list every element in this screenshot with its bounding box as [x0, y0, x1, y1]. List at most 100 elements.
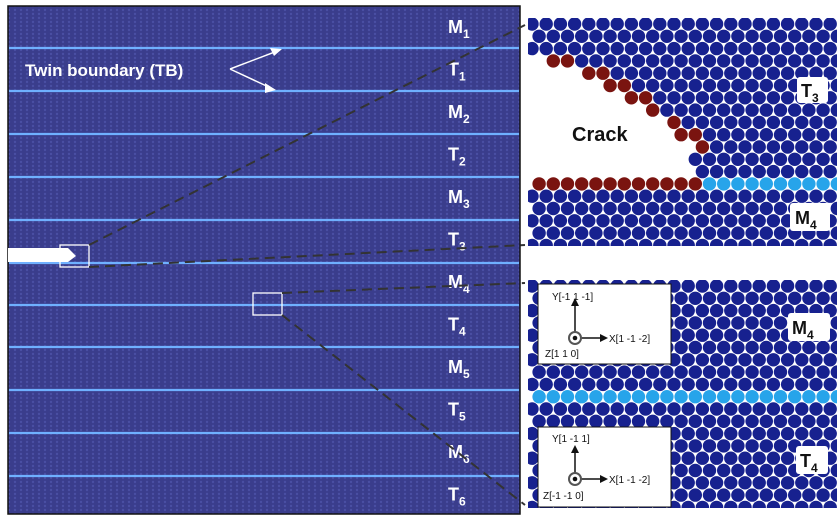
atom	[795, 476, 809, 490]
atom	[631, 390, 646, 404]
atom	[638, 41, 653, 56]
atom	[752, 402, 766, 416]
atom	[766, 115, 781, 130]
atom	[646, 103, 660, 117]
atom	[617, 365, 631, 379]
atom	[788, 177, 802, 191]
atom	[731, 177, 745, 191]
atom	[528, 500, 539, 508]
atom	[695, 238, 710, 246]
atom	[695, 476, 710, 490]
atom	[731, 226, 745, 240]
atom	[809, 66, 823, 80]
atom	[638, 18, 653, 31]
atom	[546, 390, 560, 404]
atom	[759, 103, 773, 117]
atom	[731, 201, 745, 216]
atom	[738, 353, 752, 367]
atom	[795, 164, 809, 179]
atom	[660, 103, 674, 117]
atom	[638, 238, 653, 246]
atom	[653, 18, 667, 31]
atom	[702, 54, 717, 68]
atom	[745, 78, 759, 93]
atom	[830, 29, 837, 43]
layer-label: M3	[448, 187, 470, 211]
atom	[780, 377, 795, 392]
atom	[681, 426, 695, 441]
atom	[702, 29, 717, 43]
atom	[773, 201, 788, 216]
atom	[560, 201, 575, 216]
atom	[688, 103, 702, 117]
atom	[702, 439, 717, 453]
atom	[603, 54, 617, 68]
atom	[610, 66, 624, 80]
atom	[638, 189, 653, 203]
atom	[717, 439, 731, 453]
atom	[780, 500, 795, 508]
atom	[795, 41, 809, 56]
twin-boundary-annotation: Twin boundary (TB)	[25, 61, 183, 80]
atom	[745, 128, 759, 142]
atom	[653, 214, 667, 228]
atom	[709, 91, 724, 105]
atom	[589, 226, 603, 240]
atom	[780, 41, 795, 56]
atom	[681, 303, 695, 318]
atom	[766, 328, 781, 342]
atom	[617, 201, 631, 216]
atom	[674, 340, 688, 355]
atom	[589, 365, 603, 379]
atom	[567, 18, 582, 31]
atom	[809, 18, 823, 31]
atom	[766, 280, 781, 293]
atom	[624, 214, 639, 228]
atom	[582, 377, 596, 392]
atom	[738, 426, 752, 441]
atom	[830, 128, 837, 142]
atom	[695, 303, 710, 318]
atom	[780, 66, 795, 80]
layer-label: M1	[448, 17, 470, 41]
atom	[766, 189, 781, 203]
atom	[795, 353, 809, 367]
atom	[546, 201, 560, 216]
atom	[695, 189, 710, 203]
inset-label-T4: T4	[800, 451, 818, 475]
atom	[809, 500, 823, 508]
atom	[709, 500, 724, 508]
atom	[823, 189, 837, 203]
atom	[631, 29, 646, 43]
atom	[539, 377, 553, 392]
atom	[702, 152, 717, 166]
atom	[617, 226, 631, 240]
atom	[567, 238, 582, 246]
atom	[553, 189, 568, 203]
atom	[674, 439, 688, 453]
atom	[745, 291, 759, 305]
atom	[766, 377, 781, 392]
atom	[724, 18, 738, 31]
atom	[731, 390, 745, 404]
atom	[795, 115, 809, 130]
atom	[660, 54, 674, 68]
atom	[709, 214, 724, 228]
atom	[660, 365, 674, 379]
atom	[695, 328, 710, 342]
atom	[724, 91, 738, 105]
atom	[638, 377, 653, 392]
atom	[695, 66, 710, 80]
atom	[816, 128, 830, 142]
layer-label: T5	[448, 400, 466, 424]
inset-label-M4: M4	[795, 208, 817, 232]
atom	[532, 226, 546, 240]
atom	[823, 353, 837, 367]
atom	[624, 41, 639, 56]
atom	[560, 29, 575, 43]
atom	[603, 201, 617, 216]
atom	[830, 78, 837, 93]
atom	[688, 291, 702, 305]
layer-label: M5	[448, 357, 470, 381]
atom	[717, 128, 731, 142]
